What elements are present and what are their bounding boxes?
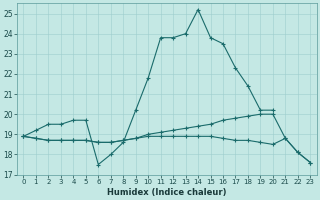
X-axis label: Humidex (Indice chaleur): Humidex (Indice chaleur) bbox=[107, 188, 227, 197]
